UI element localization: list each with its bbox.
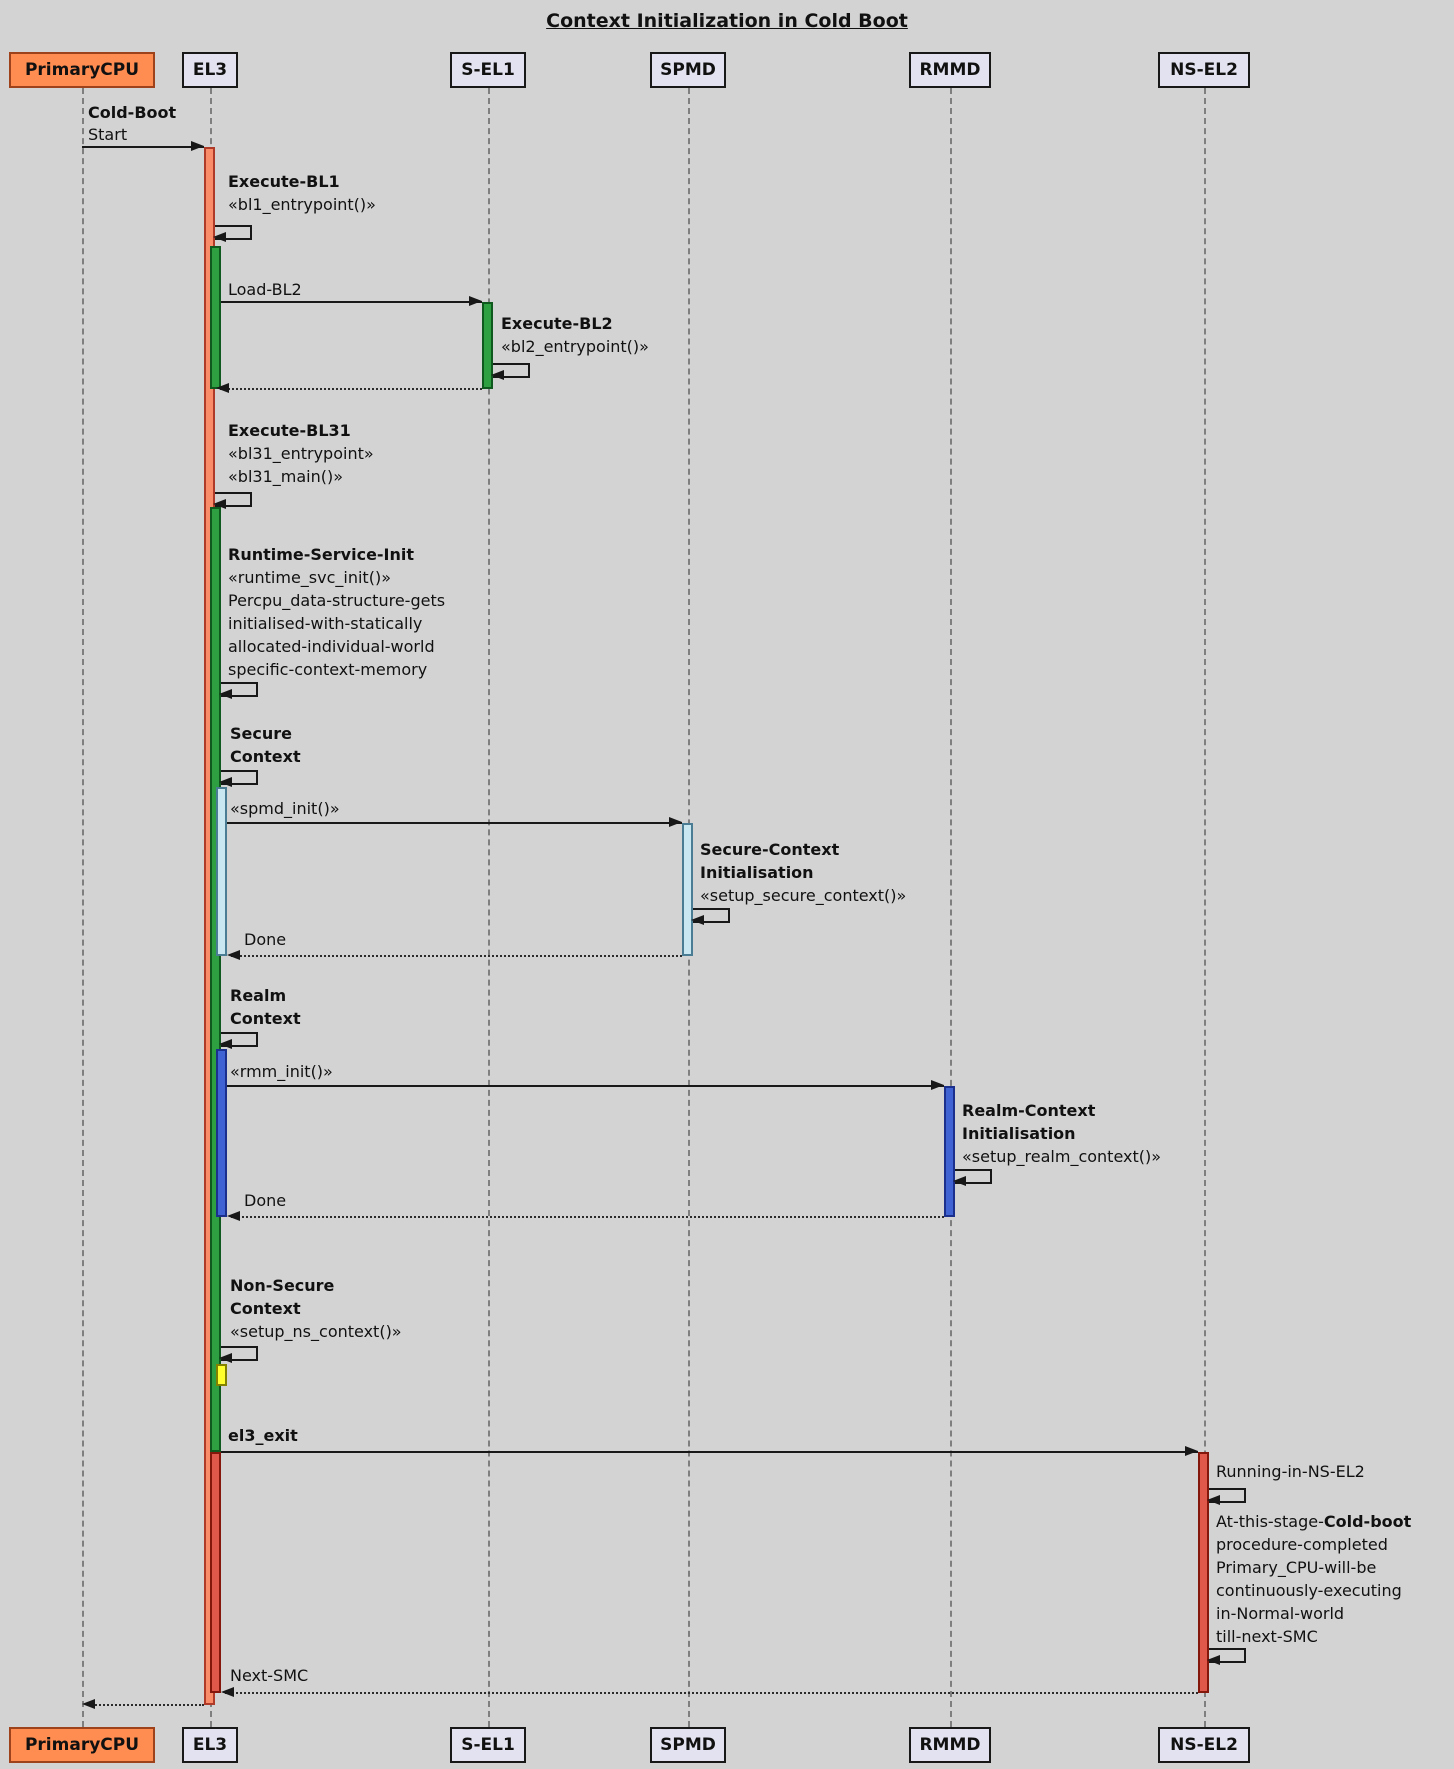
participant-s-el1-top: S-EL1 xyxy=(450,52,526,88)
message-realm-context-init-label: Realm-Context Initialisation «setup_real… xyxy=(962,1101,1162,1166)
arrowhead-right-icon xyxy=(469,296,482,306)
activation-spmd xyxy=(682,823,693,956)
arrowhead-right-icon xyxy=(669,817,682,827)
message-load-bl2-label: Load-BL2 xyxy=(228,280,302,299)
self-message-secure-context-init xyxy=(691,908,730,925)
activation-el3-realm-context xyxy=(216,1049,227,1217)
return-to-primarycpu-line xyxy=(92,1704,204,1706)
arrowhead-left-icon xyxy=(82,1699,95,1709)
activation-el3-bl31 xyxy=(210,507,221,1452)
activation-el3-exit xyxy=(210,1452,221,1693)
participant-spmd-top: SPMD xyxy=(650,52,726,88)
return-done-realm-line xyxy=(231,1216,944,1218)
message-execute-bl1-label: Execute-BL1 «bl1_entrypoint()» xyxy=(228,172,376,214)
self-message-execute-bl2 xyxy=(491,363,530,380)
self-message-running-ns-el2 xyxy=(1207,1488,1246,1505)
participant-el3-top: EL3 xyxy=(182,52,238,88)
message-rmm-init-label: «rmm_init()» xyxy=(230,1062,333,1081)
activation-ns-el2 xyxy=(1198,1452,1209,1693)
self-message-nonsecure-context xyxy=(219,1346,258,1363)
arrowhead-right-icon xyxy=(191,141,204,151)
message-runtime-service-init-label: Runtime-Service-Init «runtime_svc_init()… xyxy=(228,545,446,679)
arrowhead-left-icon xyxy=(491,370,504,380)
message-spmd-init-line xyxy=(227,822,682,824)
arrowhead-left-icon xyxy=(213,499,226,509)
activation-s-el1-bl2 xyxy=(482,302,493,389)
arrowhead-left-icon xyxy=(221,1687,234,1697)
arrowhead-left-icon xyxy=(216,383,229,393)
lifeline-rmmd xyxy=(950,88,952,1727)
return-next-smc-line xyxy=(225,1692,1198,1694)
participant-primarycpu-bottom: PrimaryCPU xyxy=(9,1727,155,1763)
message-realm-context-label: Realm Context xyxy=(230,986,301,1028)
message-el3-exit-line xyxy=(221,1451,1198,1453)
arrowhead-left-icon xyxy=(227,1211,240,1221)
return-bl2-line xyxy=(220,388,482,390)
arrowhead-right-icon xyxy=(1185,1446,1198,1456)
participant-ns-el2-top: NS-EL2 xyxy=(1158,52,1250,88)
activation-el3-bl1 xyxy=(210,246,221,389)
self-message-cold-boot-note xyxy=(1207,1648,1246,1665)
lifeline-ns-el2 xyxy=(1204,88,1206,1727)
arrowhead-left-icon xyxy=(227,950,240,960)
arrowhead-left-icon xyxy=(219,689,232,699)
arrowhead-left-icon xyxy=(219,1353,232,1363)
lifeline-primarycpu xyxy=(82,88,84,1727)
self-message-secure-context xyxy=(219,770,258,787)
activation-rmmd xyxy=(944,1086,955,1217)
arrowhead-left-icon xyxy=(953,1176,966,1186)
participant-rmmd-top: RMMD xyxy=(909,52,991,88)
message-done-secure-label: Done xyxy=(244,930,287,949)
message-load-bl2-line xyxy=(221,301,482,303)
self-message-realm-context-init xyxy=(953,1169,992,1186)
participant-rmmd-bottom: RMMD xyxy=(909,1727,991,1763)
message-execute-bl2-label: Execute-BL2 «bl2_entrypoint()» xyxy=(501,314,649,356)
lifeline-s-el1 xyxy=(488,88,490,1727)
arrowhead-left-icon xyxy=(219,777,232,787)
message-cold-boot-label: Cold-Boot Start xyxy=(88,103,177,144)
diagram-title: Context Initialization in Cold Boot xyxy=(546,10,908,32)
return-done-secure-line xyxy=(231,955,682,957)
message-running-ns-el2-label: Running-in-NS-EL2 xyxy=(1216,1462,1365,1481)
arrowhead-left-icon xyxy=(219,1039,232,1049)
arrowhead-left-icon xyxy=(691,915,704,925)
participant-ns-el2-bottom: NS-EL2 xyxy=(1158,1727,1250,1763)
self-message-runtime-service-init xyxy=(219,682,258,699)
participant-spmd-bottom: SPMD xyxy=(650,1727,726,1763)
message-cold-boot-note-label: At-this-stage-Cold-boot procedure-comple… xyxy=(1216,1512,1412,1646)
message-spmd-init-label: «spmd_init()» xyxy=(230,799,340,818)
self-message-execute-bl1 xyxy=(213,225,252,242)
self-message-execute-bl31 xyxy=(213,492,252,509)
message-nonsecure-context-label: Non-Secure Context «setup_ns_context()» xyxy=(230,1276,402,1341)
message-secure-context-label: Secure Context xyxy=(230,724,301,766)
message-el3-exit-label: el3_exit xyxy=(228,1426,298,1445)
message-done-realm-label: Done xyxy=(244,1191,287,1210)
participant-s-el1-bottom: S-EL1 xyxy=(450,1727,526,1763)
message-cold-boot-line xyxy=(82,146,204,148)
message-execute-bl31-label: Execute-BL31 «bl31_entrypoint» «bl31_mai… xyxy=(228,421,374,486)
arrowhead-left-icon xyxy=(213,232,226,242)
arrowhead-left-icon xyxy=(1207,1655,1220,1665)
activation-el3-secure-context xyxy=(216,787,227,956)
activation-el3-nonsecure-context xyxy=(216,1364,227,1386)
message-secure-context-init-label: Secure-Context Initialisation «setup_sec… xyxy=(700,840,907,905)
self-message-realm-context xyxy=(219,1032,258,1049)
participant-el3-bottom: EL3 xyxy=(182,1727,238,1763)
arrowhead-left-icon xyxy=(1207,1495,1220,1505)
message-rmm-init-line xyxy=(227,1085,944,1087)
arrowhead-right-icon xyxy=(931,1080,944,1090)
message-next-smc-label: Next-SMC xyxy=(230,1666,309,1685)
participant-primarycpu-top: PrimaryCPU xyxy=(9,52,155,88)
